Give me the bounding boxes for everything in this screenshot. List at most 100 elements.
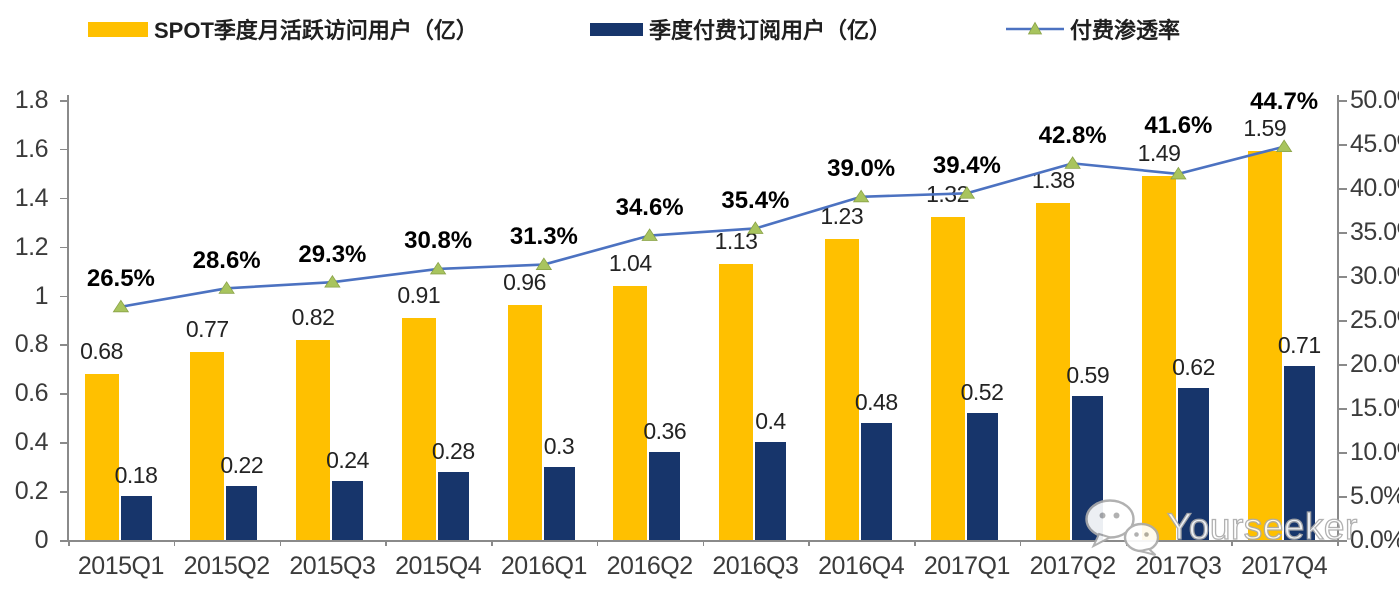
penetration-label: 39.0%	[827, 155, 896, 183]
penetration-label: 42.8%	[1038, 121, 1107, 149]
paid-bar	[437, 471, 469, 540]
paid-bar-label: 0.36	[643, 418, 687, 444]
right-axis-label: 20.0%	[1350, 350, 1399, 378]
right-axis-tick	[1338, 232, 1347, 234]
paid-bar	[1283, 366, 1315, 540]
mau-bar	[930, 217, 965, 540]
x-axis-label: 2017Q1	[923, 552, 1010, 580]
paid-bar-label: 0.3	[543, 432, 575, 459]
penetration-marker	[1275, 139, 1293, 153]
left-axis-label: 1.6	[14, 134, 49, 163]
right-axis-tick	[1338, 144, 1347, 146]
mau-legend-label: SPOT季度月活跃访问用户（亿）	[154, 18, 478, 43]
left-axis-tick	[60, 491, 68, 493]
x-axis-label: 2015Q1	[77, 552, 164, 580]
paid-bar-label: 0.59	[1066, 361, 1110, 388]
left-axis-tick	[60, 148, 68, 151]
x-axis-tick	[385, 540, 387, 546]
left-axis-label: 0.8	[14, 330, 49, 359]
right-axis-label: 50.0%	[1350, 86, 1399, 114]
paid-bar	[755, 442, 786, 540]
left-axis-label: 0.4	[14, 428, 49, 457]
mau-bar	[613, 285, 648, 540]
x-axis-tick	[1337, 540, 1339, 546]
penetration-marker	[535, 257, 553, 270]
paid-bar	[860, 422, 892, 540]
mau-bar	[719, 263, 753, 540]
paid-bar	[1178, 388, 1209, 540]
left-axis-tick	[60, 246, 68, 249]
right-axis-tick	[1338, 188, 1347, 190]
left-axis-tick	[60, 442, 68, 444]
mau-bar-label: 0.77	[185, 315, 229, 342]
left-axis-label: 0.6	[14, 379, 49, 408]
right-axis-tick	[1338, 408, 1347, 410]
mau-bar	[190, 351, 225, 540]
right-axis-tick	[1338, 100, 1347, 102]
mau-bar-label: 1.38	[1031, 166, 1075, 193]
paid-bar-label: 0.4	[755, 408, 786, 435]
left-axis-tick	[60, 540, 68, 542]
penetration-label: 30.8%	[404, 227, 473, 255]
right-axis-tick	[1338, 496, 1347, 498]
x-axis-tick	[808, 540, 810, 546]
mau-bar-label: 0.96	[503, 269, 546, 296]
paid-legend-label: 季度付费订阅用户（亿）	[649, 18, 892, 43]
x-axis-tick	[279, 540, 281, 546]
x-axis-tick	[68, 540, 70, 546]
right-axis-tick	[1338, 364, 1347, 366]
mau-bar	[1142, 175, 1176, 540]
penetration-label: 28.6%	[192, 246, 261, 274]
x-axis-tick	[596, 540, 599, 546]
left-axis-label: 1.8	[14, 86, 49, 114]
x-axis-label: 2015Q3	[289, 552, 376, 580]
wechat-icon	[1085, 499, 1160, 556]
left-axis-label: 1.2	[14, 232, 49, 261]
x-axis-tick	[173, 540, 176, 546]
left-axis-line	[67, 95, 69, 541]
paid-bar-label: 0.71	[1277, 332, 1321, 359]
penetration-marker	[641, 228, 658, 241]
penetration-marker	[112, 299, 130, 313]
left-axis-tick	[60, 393, 68, 395]
penetration-label: 41.6%	[1144, 112, 1213, 140]
mau-bar	[1036, 202, 1071, 540]
right-axis-line	[1337, 95, 1339, 541]
mau-bar	[824, 239, 859, 540]
x-axis-label: 2016Q1	[500, 552, 587, 580]
mau-bar	[296, 339, 330, 540]
right-axis-label: 0.0%	[1350, 526, 1399, 554]
left-axis-tick	[60, 344, 68, 346]
paid-bar-label: 0.48	[854, 388, 898, 415]
right-axis-label: 35.0%	[1350, 218, 1399, 246]
x-axis-tick	[914, 540, 916, 546]
x-axis-label: 2017Q2	[1029, 552, 1116, 580]
penetration-marker	[958, 186, 976, 199]
x-axis-label: 2017Q4	[1241, 552, 1328, 580]
mau-bar	[401, 317, 436, 540]
x-axis-label: 2016Q4	[818, 552, 905, 580]
left-axis-label: 1.4	[14, 183, 49, 212]
penetration-legend-label: 付费渗透率	[1070, 18, 1181, 43]
paid-bar	[226, 486, 258, 540]
penetration-marker	[429, 261, 447, 275]
mau-bar-label: 0.91	[397, 281, 441, 308]
right-axis-label: 10.0%	[1350, 438, 1399, 466]
paid-bar-label: 0.28	[431, 437, 475, 464]
penetration-marker	[218, 281, 235, 294]
paid-bar	[966, 412, 998, 540]
paid-bar	[332, 481, 363, 540]
mau-bar	[1247, 151, 1282, 540]
right-axis-label: 5.0%	[1350, 482, 1399, 510]
penetration-label: 31.3%	[509, 223, 578, 251]
penetration-line	[120, 145, 1285, 309]
right-axis-label: 45.0%	[1350, 130, 1399, 158]
penetration-marker	[324, 274, 341, 288]
x-axis-label: 2015Q4	[395, 552, 482, 580]
penetration-label: 29.3%	[298, 240, 367, 268]
mau-bar-label: 1.59	[1243, 115, 1287, 142]
penetration-marker	[852, 189, 870, 203]
left-axis-label: 0.2	[14, 477, 49, 506]
